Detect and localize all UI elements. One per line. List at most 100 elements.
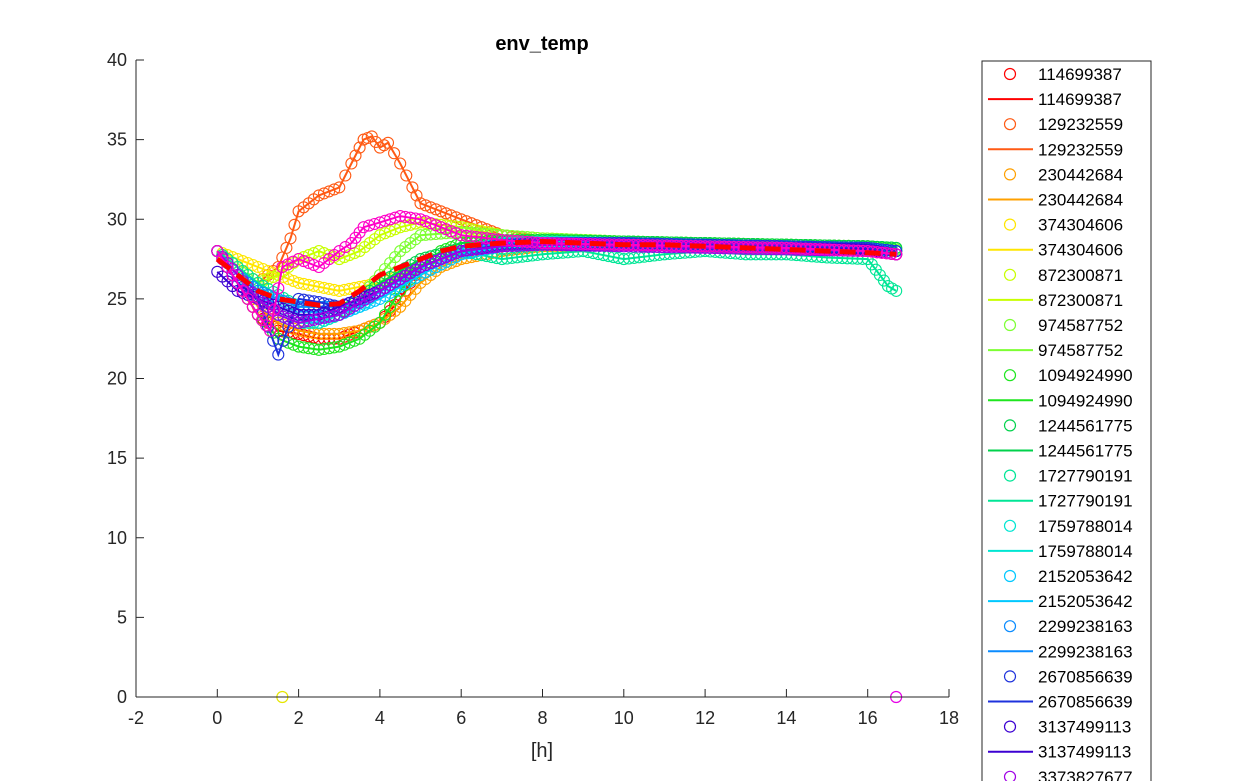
legend-marker-circle	[1003, 569, 1017, 583]
data-point	[251, 260, 264, 274]
data-point	[297, 341, 310, 354]
data-point	[338, 338, 351, 351]
legend-label: 3373827677	[1038, 768, 1133, 781]
legend-label: 114699387	[1038, 65, 1122, 84]
data-point	[406, 181, 419, 194]
data-point	[394, 157, 407, 170]
x-tick-label: 6	[456, 708, 466, 728]
y-tick-label: 0	[117, 687, 127, 707]
legend-label: 374304606	[1038, 216, 1123, 235]
data-point	[414, 197, 427, 210]
data-point	[617, 253, 630, 266]
data-point	[339, 169, 352, 182]
legend: 114699387 114699387 129232559 129232559 2304…	[981, 60, 1152, 781]
legend-label: 1244561775	[1038, 416, 1133, 435]
legend-label: 1727790191	[1038, 492, 1133, 511]
legend-label: 1759788014	[1038, 517, 1133, 536]
legend-marker-circle	[1003, 469, 1017, 482]
legend-marker-circle	[1003, 318, 1017, 332]
data-point	[287, 314, 300, 327]
data-point	[328, 327, 341, 340]
data-point	[424, 217, 437, 230]
legend-label: 872300871	[1038, 266, 1123, 285]
data-point	[460, 229, 473, 242]
data-point	[414, 213, 427, 226]
data-point	[302, 256, 315, 270]
data-point	[349, 149, 362, 162]
data-point	[381, 136, 395, 149]
data-point	[345, 157, 358, 170]
data-point	[439, 223, 453, 236]
data-point	[439, 207, 453, 220]
data-point	[272, 282, 285, 295]
data-point	[357, 221, 370, 234]
data-point	[307, 327, 320, 340]
data-point	[323, 185, 336, 198]
data-point	[404, 211, 417, 224]
data-point	[317, 327, 331, 340]
legend-label: 2670856639	[1038, 693, 1133, 712]
plot-series	[211, 130, 903, 704]
data-point	[268, 303, 281, 316]
y-tick-label: 5	[117, 607, 127, 627]
data-point	[312, 245, 325, 258]
x-tick-label: 10	[614, 708, 634, 728]
legend-label: 129232559	[1038, 115, 1123, 134]
y-tick-label: 15	[107, 448, 127, 468]
legend-marker-circle	[1003, 218, 1017, 231]
data-point	[429, 255, 442, 268]
legend-label: 974587752	[1038, 341, 1123, 360]
legend-marker-circle	[1003, 168, 1017, 181]
legend-label: 974587752	[1038, 316, 1123, 335]
data-point	[333, 327, 346, 340]
data-point	[400, 169, 413, 182]
data-point	[500, 234, 513, 247]
data-point	[465, 230, 478, 243]
x-tick-label: 14	[776, 708, 796, 728]
y-tick-label: 10	[107, 528, 127, 548]
legend-label: 2299238163	[1038, 642, 1133, 661]
data-point	[353, 141, 366, 154]
legend-label: 3137499113	[1038, 718, 1131, 737]
legend-label: 2152053642	[1038, 592, 1133, 611]
x-tick-label: 8	[537, 708, 547, 728]
x-tick-label: 0	[212, 708, 222, 728]
data-point	[282, 312, 295, 325]
data-point	[333, 245, 346, 258]
legend-marker-circle	[1003, 620, 1017, 633]
data-point	[281, 258, 294, 271]
data-point	[622, 252, 635, 265]
data-point	[455, 229, 468, 242]
data-point	[277, 334, 290, 347]
legend-label: 230442684	[1038, 165, 1123, 184]
data-point	[434, 221, 447, 234]
x-tick-label: 16	[858, 708, 878, 728]
data-point	[328, 309, 341, 322]
y-tick-label: 20	[107, 369, 127, 389]
data-point	[292, 253, 305, 266]
legend-label: 2670856639	[1038, 667, 1133, 686]
data-point	[480, 232, 493, 245]
legend-label: 2152053642	[1038, 567, 1133, 586]
y-tick-label: 35	[107, 130, 127, 150]
data-point	[419, 215, 432, 228]
data-point	[429, 219, 442, 232]
data-point	[885, 247, 898, 260]
legend-label: 114699387	[1038, 90, 1122, 109]
data-point	[434, 253, 447, 266]
legend-label: 1759788014	[1038, 542, 1133, 561]
data-point	[612, 252, 625, 265]
legend-label: 1094924990	[1038, 391, 1133, 410]
y-tick-label: 30	[107, 209, 127, 229]
legend-marker-circle	[1003, 118, 1017, 131]
data-point	[419, 199, 432, 212]
data-point	[480, 242, 493, 255]
data-point	[414, 229, 427, 242]
data-point	[307, 247, 320, 260]
legend-label: 374304606	[1038, 241, 1123, 260]
legend-marker-circle	[1003, 369, 1017, 382]
data-point	[267, 270, 280, 284]
x-tick-label: 2	[294, 708, 304, 728]
